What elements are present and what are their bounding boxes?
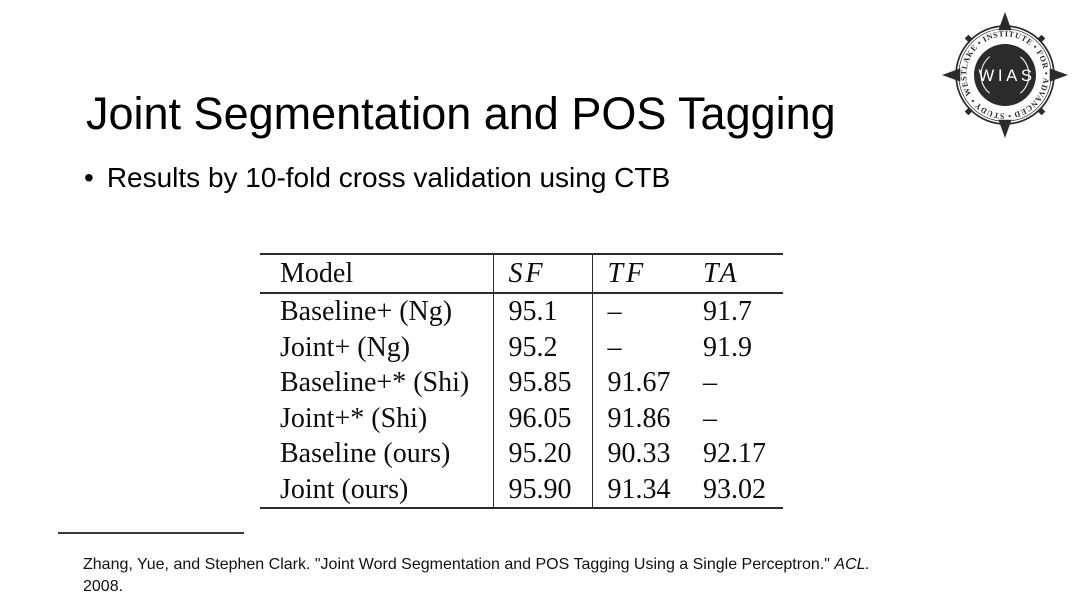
table-cell: Baseline (ours) [260,436,494,472]
table-row: Baseline+ (Ng) 95.1– 91.7 [260,293,783,330]
table-cell: Baseline+ (Ng) [260,293,494,330]
logo-acronym-text: WIAS [979,66,1036,85]
table-cell: Joint+* (Shi) [260,400,494,436]
table-header-cell: Model [260,254,494,293]
citation-text: Zhang, Yue, and Stephen Clark. "Joint Wo… [83,556,835,573]
slide-title: Joint Segmentation and POS Tagging [86,88,836,140]
table-cell: 93.02 [703,473,766,505]
table-cell: 90.33 [607,438,671,469]
table-row: Baseline+* (Shi) 95.85 91.67 – [260,365,783,401]
table-cell: 95.2 [493,329,593,365]
citation-journal: ACL. [834,556,870,573]
table-header-cell: TF [607,258,647,289]
table-cell: 95.85 [493,365,593,401]
table-cell: 91.7 [703,296,752,327]
bullet-text: Results by 10-fold cross validation usin… [106,162,671,193]
logo-inner-thin-ring [958,28,1052,122]
wias-logo-image: WESTLAKE • INSTITUTE • FOR • ADVANCED • … [942,12,1068,138]
compass-ne-diamond [1037,34,1046,43]
table-cell: 91.67 [607,367,671,398]
citation: Zhang, Yue, and Stephen Clark. "Joint Wo… [83,554,1013,598]
compass-sw-diamond [964,107,973,116]
table-header-cell: SF [493,254,593,293]
table-cell: – [607,296,622,327]
compass-se-diamond [1037,107,1046,116]
table-row: Baseline (ours) 95.20 90.33 92.17 [260,436,783,472]
table-header-cell: TA [703,258,740,289]
table-cell: 92.17 [703,438,766,469]
table-cell: 96.05 [493,400,593,436]
results-table: Model SF TF TA Baseline+ (Ng) 95.1–91.7 Joint… [260,253,783,509]
table-row: Joint (ours) 95.90 91.34 93.02 [260,471,783,508]
table-cell: 95.1 [493,293,593,330]
table-cell: – [607,331,622,363]
table-cell: Joint (ours) [260,471,494,508]
compass-nw-diamond [964,34,973,43]
table-row: Joint+* (Shi) 96.05 91.86– [260,400,783,436]
table-cell: – [703,367,717,398]
compass-south-spike [998,119,1012,138]
table-row: Joint+ (Ng) 95.2– 91.9 [260,329,783,365]
table-cell: – [703,402,717,434]
table-cell: 91.86 [607,402,671,434]
table-cell: 95.90 [493,471,593,508]
wias-logo: WESTLAKE • INSTITUTE • FOR • ADVANCED • … [941,11,1069,139]
table-cell: 91.9 [703,331,752,363]
footnote-divider [58,532,244,534]
logo-center-disc [974,44,1036,106]
table-cell: 91.34 [607,473,671,505]
logo-paren-arcs [980,50,1030,100]
results-table-body: Baseline+ (Ng) 95.1–91.7 Joint+ (Ng) 95.2–9… [260,293,783,508]
bullet-icon: • [84,162,94,193]
compass-west-spike [942,68,961,82]
table-cell: 95.20 [493,436,593,472]
logo-outer-ring [955,25,1055,125]
compass-east-spike [1049,68,1068,82]
table-cell: Baseline+* (Shi) [260,365,494,401]
results-table-head: Model SF TF TA [260,254,783,293]
bullet-line: • Results by 10-fold cross validation usi… [84,162,670,194]
table-cell: Joint+ (Ng) [260,329,494,365]
citation-year: 2008. [83,578,124,595]
compass-north-spike [998,12,1012,31]
